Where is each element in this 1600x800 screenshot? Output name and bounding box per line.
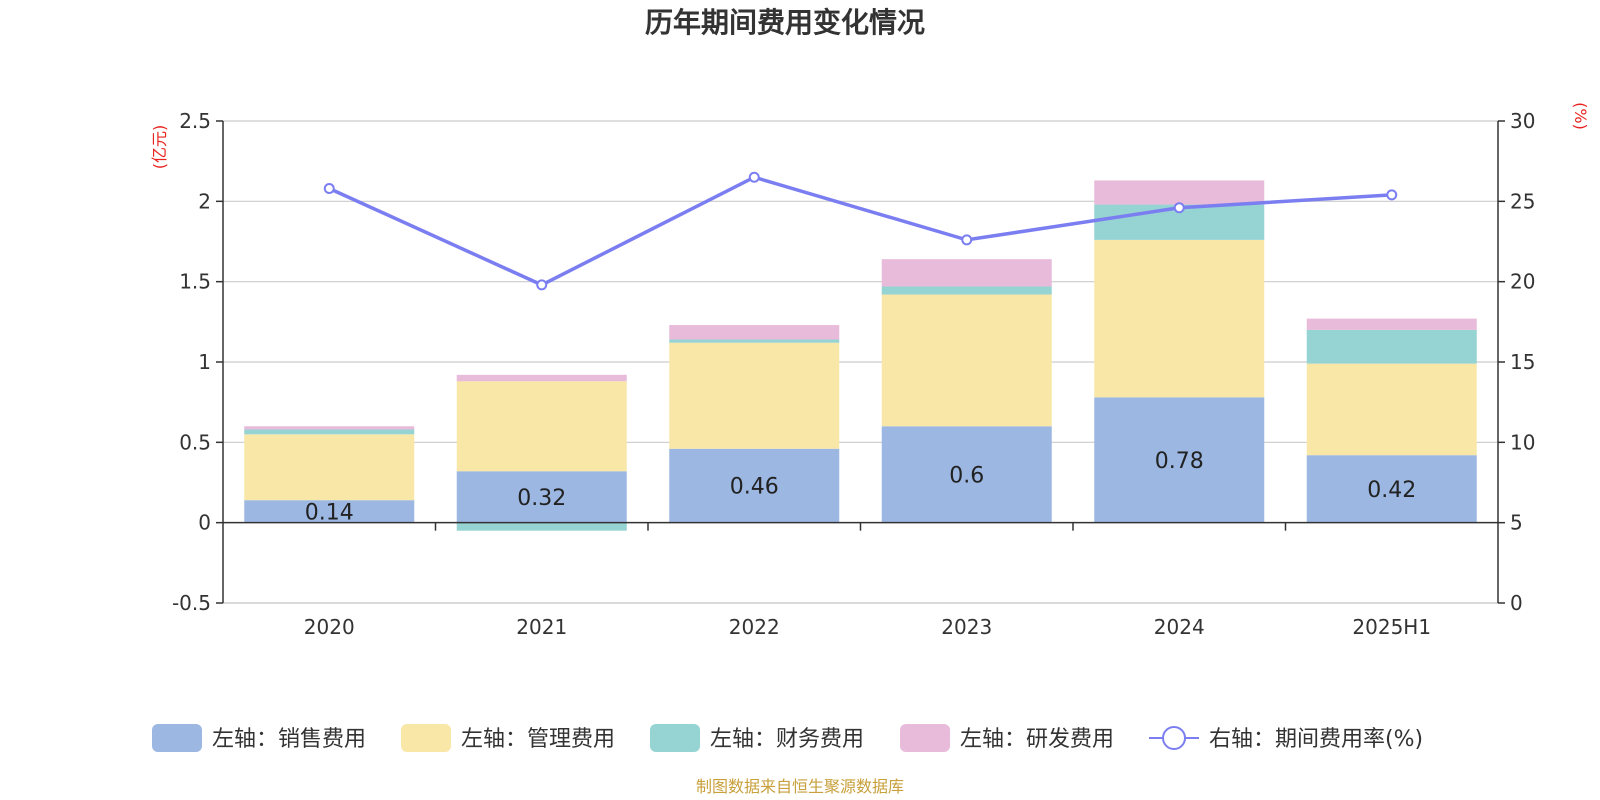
bar-segment	[1094, 180, 1265, 205]
x-tick-label: 2021	[516, 615, 567, 639]
bar-segment	[244, 429, 415, 435]
right-tick-label: 25	[1510, 189, 1535, 213]
bar-segment	[669, 342, 840, 449]
left-tick-label: 2	[198, 189, 211, 213]
left-tick-label: 1.5	[179, 270, 211, 294]
legend-label: 左轴：销售费用	[212, 727, 366, 752]
x-tick-label: 2025H1	[1352, 615, 1431, 639]
bar-segment	[244, 426, 415, 430]
left-tick-label: 2.5	[179, 109, 211, 133]
rate-point	[536, 279, 548, 291]
x-tick-label: 2022	[729, 615, 780, 639]
bar-segment	[456, 374, 627, 382]
left-tick-label: 0	[198, 511, 211, 535]
bar-segment	[1306, 455, 1477, 523]
legend-label: 左轴：研发费用	[960, 727, 1114, 752]
left-axis-unit: (亿元)	[150, 125, 169, 170]
bar-data-label: 0.32	[517, 486, 566, 511]
legend-swatch	[900, 724, 950, 752]
rate-point	[323, 182, 335, 194]
rate-line-layer	[323, 171, 1398, 291]
rate-point	[961, 234, 973, 246]
bar-segment	[881, 259, 1052, 287]
legend-label: 右轴：期间费用率(%)	[1209, 727, 1423, 752]
rate-point	[748, 171, 760, 183]
legend-swatch	[401, 724, 451, 752]
rate-line	[328, 175, 1392, 287]
right-axis: 0 5 10 15 20 25 30	[1497, 109, 1535, 615]
bar-segment	[244, 434, 415, 501]
x-axis: 2020 2021 2022 2023 2024 2025H1	[223, 521, 1498, 639]
bar-segment	[1094, 397, 1265, 523]
right-tick-label: 20	[1510, 270, 1535, 294]
right-tick-label: 10	[1510, 430, 1535, 454]
left-tick-label: -0.5	[172, 591, 211, 615]
bar-segment	[1306, 318, 1477, 330]
bar-segment	[456, 522, 627, 531]
bar-group	[244, 180, 1477, 531]
x-tick-label: 2024	[1154, 615, 1205, 639]
right-axis-unit: (%)	[1571, 102, 1590, 130]
legend-label: 左轴：管理费用	[461, 727, 615, 752]
right-tick-label: 15	[1510, 350, 1535, 374]
rate-point	[1173, 202, 1185, 214]
bar-data-label: 0.14	[305, 500, 354, 525]
bar-segment	[1094, 239, 1265, 398]
bar-data-label: 0.42	[1367, 478, 1416, 503]
bar-data-label: 0.6	[949, 463, 984, 488]
bar-segment	[456, 381, 627, 472]
grid-lines	[223, 120, 1498, 604]
left-axis: -0.5 0 0.5 1 1.5 2 2.5	[172, 109, 224, 615]
source-note: 制图数据来自恒生聚源数据库	[696, 777, 904, 796]
legend: 左轴：销售费用 左轴：管理费用 左轴：财务费用 左轴：研发费用 右轴：期间费用率(%)	[152, 724, 1423, 752]
right-tick-label: 5	[1510, 511, 1523, 535]
bar-segment	[669, 448, 840, 523]
bar-segment	[1306, 329, 1477, 364]
bar-segment	[1306, 363, 1477, 456]
rate-point	[1386, 189, 1398, 201]
bar-segment	[881, 294, 1052, 427]
legend-label: 左轴：财务费用	[710, 727, 864, 752]
right-tick-label: 30	[1510, 109, 1535, 133]
x-tick-label: 2020	[304, 615, 355, 639]
legend-swatch	[152, 724, 202, 752]
legend-swatch	[650, 724, 700, 752]
left-tick-label: 0.5	[179, 430, 211, 454]
left-tick-label: 1	[198, 350, 211, 374]
chart-title: 历年期间费用变化情况	[645, 6, 925, 39]
right-tick-label: 0	[1510, 591, 1523, 615]
bar-labels: 0.14 0.32 0.46 0.6 0.78 0.42	[305, 449, 1416, 525]
bar-data-label: 0.78	[1155, 449, 1204, 474]
legend-marker	[1162, 726, 1186, 750]
x-tick-label: 2023	[941, 615, 992, 639]
bar-segment	[669, 339, 840, 343]
bar-segment	[669, 325, 840, 340]
bar-segment	[881, 426, 1052, 523]
bar-data-label: 0.46	[730, 475, 779, 500]
bar-segment	[881, 286, 1052, 295]
bar-segment	[244, 500, 415, 523]
bar-segment	[456, 471, 627, 523]
